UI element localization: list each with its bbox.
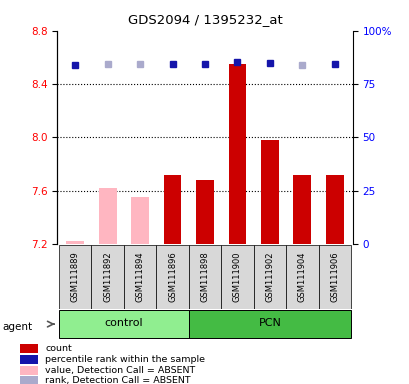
Text: GDS2094 / 1395232_at: GDS2094 / 1395232_at [127, 13, 282, 26]
Bar [99, 188, 116, 244]
FancyBboxPatch shape [285, 245, 318, 309]
FancyBboxPatch shape [59, 310, 188, 338]
FancyBboxPatch shape [318, 245, 350, 309]
Bar [260, 140, 278, 244]
Bar [228, 64, 246, 244]
FancyBboxPatch shape [59, 245, 91, 309]
FancyBboxPatch shape [221, 245, 253, 309]
FancyBboxPatch shape [188, 245, 221, 309]
Text: GSM111889: GSM111889 [71, 252, 79, 302]
Bar [20, 355, 38, 364]
Bar [325, 175, 343, 244]
Text: GSM111896: GSM111896 [168, 252, 177, 302]
FancyBboxPatch shape [124, 245, 156, 309]
Text: control: control [104, 318, 143, 328]
Bar [20, 366, 38, 375]
Text: GSM111898: GSM111898 [200, 252, 209, 302]
FancyBboxPatch shape [253, 245, 285, 309]
Bar [163, 175, 181, 244]
Text: value, Detection Call = ABSENT: value, Detection Call = ABSENT [45, 366, 195, 375]
Text: GSM111906: GSM111906 [330, 252, 338, 302]
Text: count: count [45, 344, 72, 353]
Bar [131, 197, 149, 244]
Text: GSM111894: GSM111894 [135, 252, 144, 302]
Bar [196, 180, 213, 244]
Text: percentile rank within the sample: percentile rank within the sample [45, 355, 205, 364]
Text: agent: agent [2, 322, 32, 332]
Text: PCN: PCN [258, 318, 281, 328]
FancyBboxPatch shape [91, 245, 124, 309]
Text: rank, Detection Call = ABSENT: rank, Detection Call = ABSENT [45, 376, 191, 384]
Bar [20, 344, 38, 353]
Text: GSM111900: GSM111900 [232, 252, 241, 302]
Text: GSM111892: GSM111892 [103, 252, 112, 302]
FancyBboxPatch shape [156, 245, 188, 309]
Text: GSM111904: GSM111904 [297, 252, 306, 302]
Bar [66, 241, 84, 244]
FancyBboxPatch shape [188, 310, 350, 338]
Bar [20, 376, 38, 384]
Bar [293, 175, 310, 244]
Text: GSM111902: GSM111902 [265, 252, 274, 302]
